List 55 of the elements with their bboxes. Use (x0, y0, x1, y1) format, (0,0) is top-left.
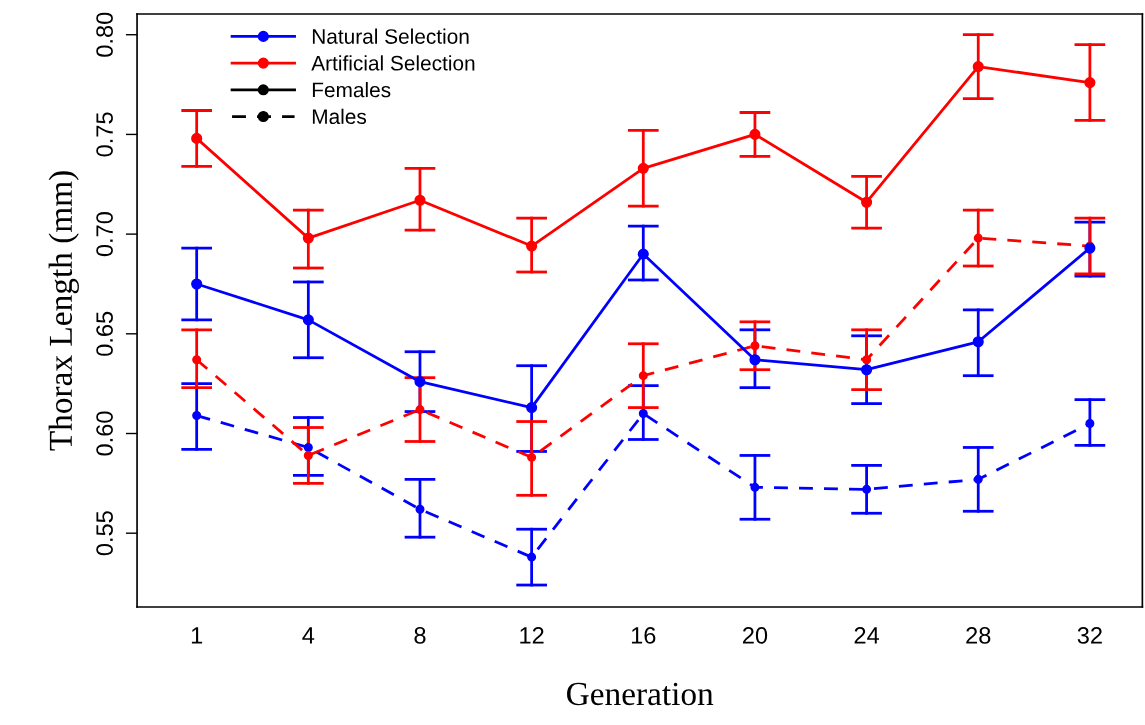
y-tick-label: 0.75 (96, 112, 113, 157)
point (414, 194, 426, 206)
x-tick-label: 24 (854, 627, 880, 644)
point (192, 411, 202, 421)
x-tick-label: 8 (414, 627, 426, 644)
y-tick-label: 0.55 (96, 511, 113, 556)
point (302, 232, 314, 244)
point (303, 442, 313, 452)
annotation: Females (312, 82, 391, 98)
point (862, 484, 872, 494)
x-tick-label: 4 (302, 627, 315, 644)
point (1085, 419, 1095, 429)
point (192, 355, 202, 365)
point (637, 162, 649, 174)
x-tick-label: 12 (520, 627, 544, 644)
x-tick-label: 20 (742, 627, 768, 644)
x-tick-label: 1 (191, 627, 203, 644)
y-tick-label: 0.80 (96, 12, 113, 57)
x-tick-label: 16 (631, 627, 656, 644)
y-tick-label: 0.65 (96, 311, 113, 356)
legend-label: Artificial Selection (311, 55, 475, 71)
point (527, 452, 537, 462)
point (750, 482, 760, 492)
point (637, 248, 649, 260)
legend-label: Natural Selection (312, 28, 469, 44)
point (1084, 77, 1096, 89)
point (638, 409, 648, 419)
point (638, 371, 648, 381)
point (415, 504, 425, 514)
point (972, 336, 984, 348)
point (302, 314, 314, 326)
point (972, 61, 984, 73)
x-tick-label: 28 (966, 627, 991, 644)
point (750, 341, 760, 351)
point (526, 240, 538, 252)
annotation: Males (312, 108, 367, 125)
point (526, 402, 538, 414)
point (973, 233, 983, 243)
point (749, 128, 761, 140)
y-tick-label: 0.60 (96, 411, 113, 456)
point (973, 474, 983, 484)
y-axis-title: Thorax Length (mm) (48, 171, 79, 451)
point (862, 355, 872, 365)
point (527, 552, 537, 562)
point (414, 376, 426, 388)
x-axis-title: Generation (567, 682, 714, 706)
point (191, 278, 203, 290)
point (749, 354, 761, 366)
point (191, 132, 203, 144)
x-tick-label: 32 (1077, 627, 1102, 644)
point (861, 364, 873, 376)
y-tick-label: 0.70 (96, 212, 113, 257)
point (303, 450, 313, 460)
point (861, 196, 873, 208)
point (415, 405, 425, 415)
